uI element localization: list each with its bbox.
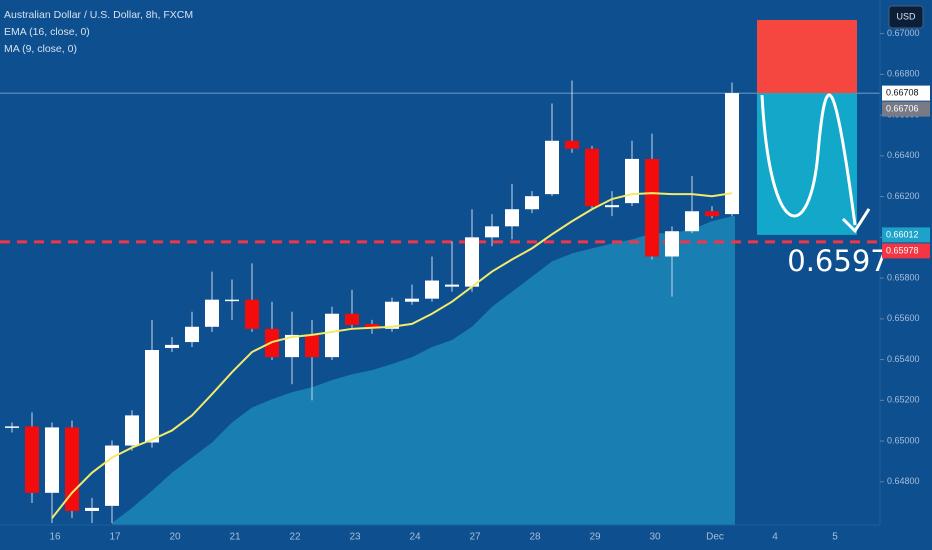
candle-body (665, 231, 679, 257)
candle-body (345, 313, 359, 325)
x-tick-label: 29 (589, 532, 601, 543)
x-tick-label: 28 (529, 532, 541, 543)
candle-body (725, 93, 739, 215)
ma-area (112, 216, 735, 525)
stop-zone (757, 19, 857, 94)
candle-body (685, 211, 699, 232)
x-tick-label: Dec (706, 532, 724, 543)
candle-body (525, 196, 539, 210)
candle-body (25, 426, 39, 493)
y-tick-label: 0.65800 (887, 272, 920, 282)
price-label-box (882, 243, 930, 259)
plot-area (0, 19, 880, 525)
candle-body (225, 299, 239, 302)
candle-body (565, 140, 579, 149)
legend-entry: EMA (16, close, 0) (4, 26, 90, 38)
x-tick-label: 22 (289, 532, 301, 543)
trend-arrow (760, 93, 857, 226)
currency-label: USD (896, 11, 916, 21)
candle-body (705, 211, 719, 217)
x-tick-label: 5 (832, 532, 838, 543)
candle-body (85, 507, 99, 511)
candle-body (605, 205, 619, 208)
candle-body (245, 299, 259, 329)
y-tick-label: 0.65000 (887, 435, 920, 445)
candle-body (585, 148, 599, 207)
candle-body (325, 313, 339, 358)
x-tick-label: 24 (409, 532, 421, 543)
y-tick-label: 0.65200 (887, 395, 920, 405)
x-tick-label: 30 (649, 532, 661, 543)
candle-body (425, 280, 439, 299)
y-tick-label: 0.65400 (887, 354, 920, 364)
candle-body (45, 427, 59, 493)
currency-button[interactable] (888, 5, 924, 29)
candle-body (445, 284, 459, 287)
y-tick-label: 0.66200 (887, 191, 920, 201)
candle-body (145, 350, 159, 443)
x-tick-label: 16 (49, 532, 61, 543)
candle-body (165, 344, 179, 348)
candle-body (125, 415, 139, 446)
y-tick-label: 0.66800 (887, 69, 920, 79)
candle-body (465, 237, 479, 287)
candle-body (645, 158, 659, 257)
price-label-box (882, 227, 930, 243)
x-tick-label: 21 (229, 532, 241, 543)
candle-body (185, 326, 199, 343)
x-tick-label: 17 (109, 532, 121, 543)
price-label: 0.65978 (886, 245, 919, 255)
x-tick-label: 20 (169, 532, 181, 543)
candle-body (205, 299, 219, 327)
price-label-box (882, 85, 930, 101)
price-label: 0.66012 (886, 229, 919, 239)
legend-entry: MA (9, close, 0) (4, 43, 77, 55)
candle-body (485, 226, 499, 238)
chart-title: Australian Dollar / U.S. Dollar, 8h, FXC… (4, 9, 193, 21)
candle-body (365, 323, 379, 329)
arrow-head (841, 208, 871, 234)
y-tick-label: 0.66400 (887, 150, 920, 160)
candle-body (545, 140, 559, 195)
candle-body (385, 301, 399, 329)
y-tick-label: 0.67000 (887, 28, 920, 38)
y-tick-label: 0.65600 (887, 313, 920, 323)
ema-line (51, 192, 733, 519)
candle-body (505, 209, 519, 227)
candle-body (305, 334, 319, 358)
candle-body (285, 334, 299, 358)
x-tick-label: 23 (349, 532, 361, 543)
candle-body (5, 426, 19, 428)
candle-body (405, 298, 419, 302)
x-tick-label: 4 (772, 532, 778, 543)
price-label: 0.66708 (886, 87, 919, 97)
x-tick-label: 27 (469, 532, 481, 543)
candle-body (625, 158, 639, 204)
target-zone (757, 93, 857, 235)
target-annotation: 0.6597 (787, 244, 888, 278)
price-label: 0.66706 (886, 103, 919, 113)
y-tick-label: 0.64800 (887, 476, 920, 486)
price-label-box (882, 101, 930, 117)
